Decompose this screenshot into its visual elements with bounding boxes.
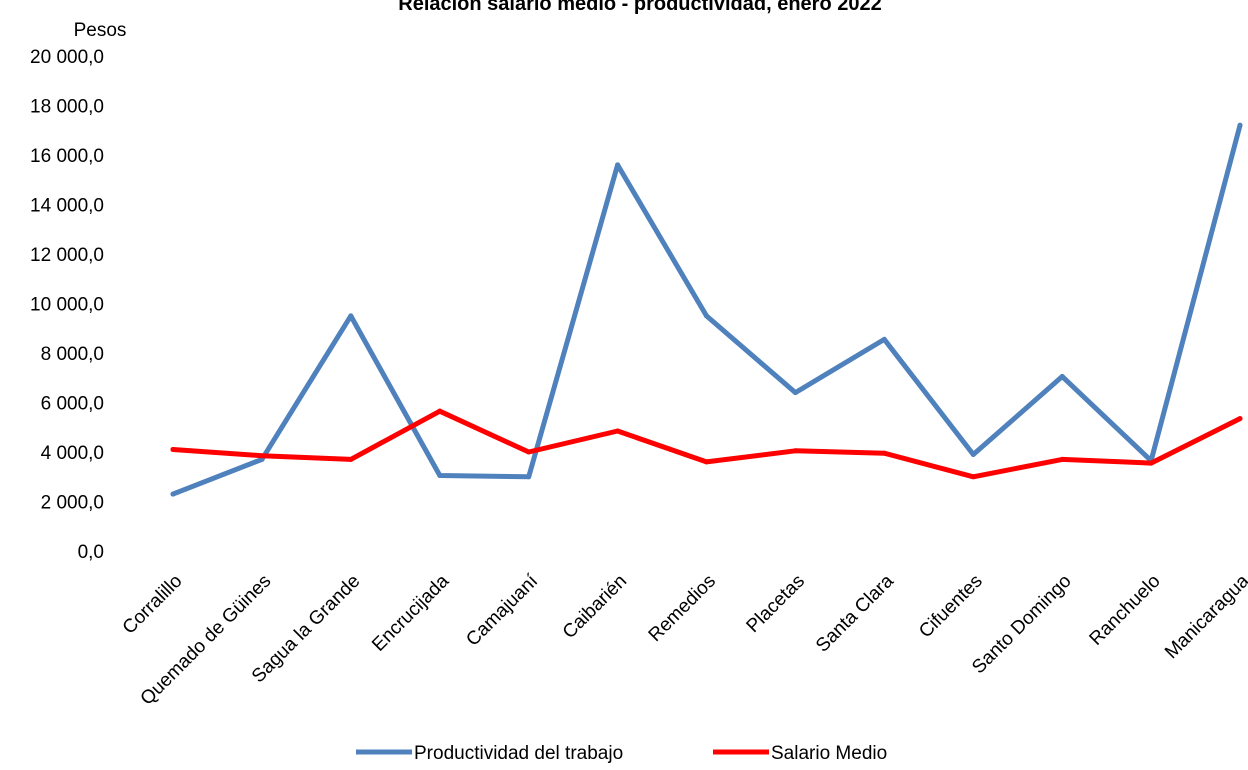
data-point [1059,456,1065,462]
x-tick-label: Camajuaní [462,570,542,650]
legend-label: Salario Medio [771,743,887,764]
data-point [615,428,621,434]
y-tick-label: 0,0 [78,542,104,563]
y-tick-label: 16 000,0 [30,146,104,167]
y-tick-label: 2 000,0 [41,493,104,514]
data-point [792,390,798,396]
legend: Productividad del trabajo Salario Medio [356,743,887,764]
data-point [970,451,976,457]
series-layer [170,122,1243,497]
data-point [704,313,709,319]
data-point [1148,460,1154,466]
data-point [526,449,532,455]
data-point [704,459,709,465]
data-point [348,456,354,462]
series-line-2 [170,408,1243,480]
y-axis-ticks: 0,0 2 000,0 4 000,0 6 000,0 8 000,0 10 000,0 1… [30,47,104,563]
data-point [437,473,443,479]
data-point [1237,122,1243,128]
data-point [881,450,887,456]
x-tick-label: Placetas [743,571,809,637]
x-tick-label: Santa Clara [812,570,898,656]
data-point [348,313,354,319]
x-tick-label: Manicaragua [1161,570,1248,663]
data-point [1237,416,1243,422]
chart-title: Relación salario medio - productividad, … [398,0,881,15]
data-point [970,474,976,480]
x-tick-label: Ranchuelo [1086,571,1165,650]
y-tick-label: 4 000,0 [41,443,104,464]
data-point [881,336,887,342]
data-point [170,447,176,453]
data-point [615,162,621,168]
x-tick-label: Remedios [645,571,720,646]
data-point [792,448,798,454]
y-tick-label: 14 000,0 [30,196,104,217]
data-point [170,491,176,497]
y-tick-label: 10 000,0 [30,295,104,316]
y-tick-label: 8 000,0 [41,344,104,365]
y-tick-label: 12 000,0 [30,245,104,266]
y-axis-label: Pesos [74,20,127,41]
y-tick-label: 6 000,0 [41,394,104,415]
y-tick-label: 20 000,0 [30,47,104,68]
data-point [1059,374,1065,380]
y-tick-label: 18 000,0 [30,97,104,118]
x-tick-label: Caibarién [559,571,631,643]
data-point [437,408,443,414]
x-tick-label: Cifuentes [915,571,987,643]
series-line-1 [170,122,1243,497]
data-point [526,474,532,480]
legend-label: Productividad del trabajo [414,743,623,764]
x-tick-label: Encrucijada [368,570,453,655]
data-point [259,453,265,459]
x-tick-label: Corralillo [119,571,187,639]
